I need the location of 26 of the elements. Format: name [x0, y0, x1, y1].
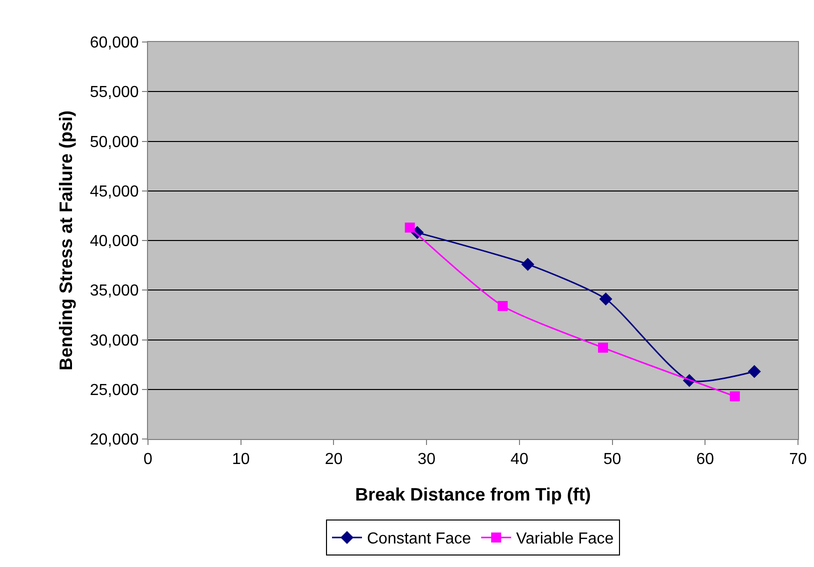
y-tick-label: 30,000	[90, 332, 139, 350]
point	[404, 222, 415, 233]
point	[521, 258, 534, 271]
x-axis-title: Break Distance from Tip (ft)	[355, 484, 591, 504]
y-axis-title: Bending Stress at Failure (psi)	[56, 110, 76, 371]
y-tick-label: 40,000	[90, 233, 139, 250]
y-tick-label: 25,000	[90, 382, 139, 399]
point	[730, 391, 740, 402]
x-tick-label: 30	[418, 451, 436, 468]
x-tick-label: 40	[510, 451, 528, 468]
y-tick-label: 50,000	[90, 134, 139, 151]
x-tick-label: 60	[696, 451, 714, 468]
x-tick-label: 70	[789, 451, 807, 468]
point	[599, 292, 612, 306]
y-tick-label: 60,000	[90, 34, 139, 52]
y-tick-label: 55,000	[90, 84, 139, 102]
y-tick-label: 35,000	[90, 282, 139, 300]
x-tick-label: 10	[232, 451, 250, 468]
point	[598, 342, 608, 353]
x-tick-label: 20	[324, 451, 343, 468]
y-tick-label: 45,000	[90, 183, 139, 200]
point	[498, 301, 508, 312]
y-tick-label: 20,000	[90, 432, 139, 449]
x-tick-label: 0	[144, 451, 153, 468]
point	[748, 365, 761, 378]
x-tick-label: 50	[603, 451, 622, 468]
